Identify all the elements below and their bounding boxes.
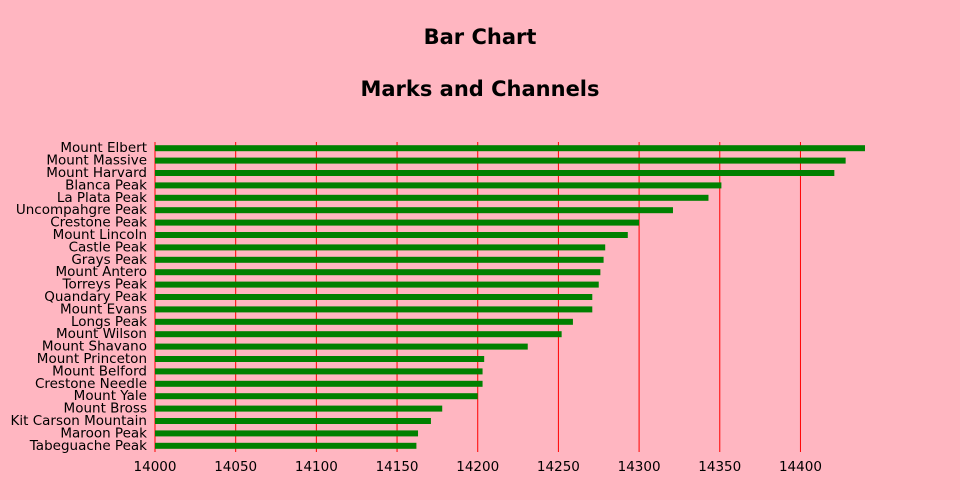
y-tick-label: Mount Princeton xyxy=(37,351,147,367)
bar xyxy=(155,380,483,387)
bar xyxy=(155,281,599,288)
bar xyxy=(155,269,601,276)
y-tick-label: Uncompahgre Peak xyxy=(16,202,147,218)
x-tick-label: 14250 xyxy=(537,459,580,475)
chart-title: Bar Chart xyxy=(424,25,537,49)
y-tick-label: Mount Bross xyxy=(64,401,147,417)
y-tick-label: Kit Carson Mountain xyxy=(11,413,147,429)
bar xyxy=(155,343,528,350)
x-tick-label: 14200 xyxy=(456,459,499,475)
y-tick-label: Tabeguache Peak xyxy=(29,438,147,454)
bar xyxy=(155,182,722,189)
y-tick-label: Mount Elbert xyxy=(60,140,147,156)
bar xyxy=(155,442,417,449)
bar xyxy=(155,244,606,251)
y-tick-label: Mount Shavano xyxy=(42,339,147,355)
x-tick-label: 14050 xyxy=(214,459,257,475)
y-tick-label: Mount Massive xyxy=(46,153,147,169)
y-tick-label: Mount Wilson xyxy=(56,326,147,342)
y-tick-label: Mount Antero xyxy=(55,264,147,280)
x-tick-label: 14350 xyxy=(698,459,741,475)
bar xyxy=(155,306,593,313)
bar xyxy=(155,356,485,362)
x-tick-label: 14100 xyxy=(295,459,338,475)
bar xyxy=(155,170,835,176)
bar xyxy=(155,405,443,412)
y-tick-label: Mount Evans xyxy=(60,301,147,317)
bar xyxy=(155,157,846,164)
bar xyxy=(155,219,640,226)
y-tick-label: La Plata Peak xyxy=(57,190,147,206)
y-tick-label: Crestone Peak xyxy=(50,215,147,231)
y-tick-label: Quandary Peak xyxy=(44,289,147,305)
bar xyxy=(155,145,865,152)
bar xyxy=(155,256,604,263)
y-tick-label: Grays Peak xyxy=(71,252,147,268)
bar xyxy=(155,418,431,424)
y-tick-label: Mount Yale xyxy=(74,388,147,404)
bar xyxy=(155,194,709,201)
bar xyxy=(155,368,483,375)
y-tick-label: Torreys Peak xyxy=(62,277,148,293)
y-tick-label: Longs Peak xyxy=(71,314,147,330)
x-tick-label: 14300 xyxy=(618,459,661,475)
x-tick-label: 14400 xyxy=(779,459,822,475)
x-tick-label: 14150 xyxy=(376,459,419,475)
y-tick-label: Castle Peak xyxy=(69,239,148,255)
y-tick-label: Mount Harvard xyxy=(46,165,147,181)
bar xyxy=(155,430,419,437)
y-tick-label: Mount Lincoln xyxy=(53,227,147,243)
bar xyxy=(155,393,478,400)
y-tick-label: Crestone Needle xyxy=(35,376,147,392)
bar xyxy=(155,294,593,300)
bar xyxy=(155,207,673,214)
y-tick-label: Maroon Peak xyxy=(60,425,147,441)
bar xyxy=(155,318,573,325)
bar xyxy=(155,331,562,338)
bar xyxy=(155,232,628,238)
y-tick-label: Blanca Peak xyxy=(65,177,147,193)
chart-subtitle: Marks and Channels xyxy=(360,77,599,101)
x-tick-label: 14000 xyxy=(134,459,177,475)
y-tick-label: Mount Belford xyxy=(52,363,147,379)
